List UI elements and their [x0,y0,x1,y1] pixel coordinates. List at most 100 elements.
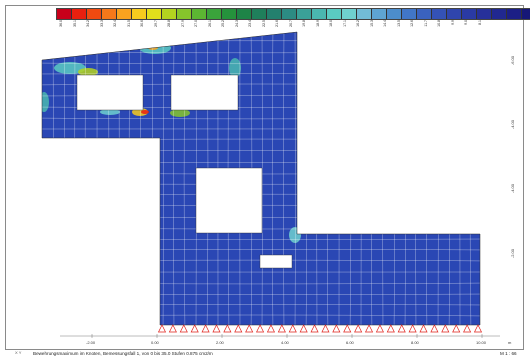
legend-swatch [432,9,447,19]
legend-swatch [162,9,177,19]
hotspot [289,227,301,243]
support-triangle [168,324,177,333]
support-triangle [463,324,472,333]
legend-swatch [387,9,402,19]
legend-swatch [117,9,132,19]
legend-swatch [267,9,282,19]
legend-swatch [417,9,432,19]
legend-swatch [57,9,72,19]
support-triangle [157,324,167,333]
support-triangle [397,324,406,333]
x-unit-label: m [508,340,512,345]
mesh-line [42,172,480,175]
y-tick-label: -4.00 [510,120,515,130]
support-triangle [430,324,439,333]
support-triangle [354,324,363,333]
x-tick-label: 8.00 [411,340,419,345]
support-triangle [299,324,308,333]
legend-swatch [327,9,342,19]
mesh-line [30,29,490,30]
axis-icon: X Y [15,350,22,355]
legend-swatch [192,9,207,19]
x-axis [60,334,500,338]
support-triangle [332,324,341,333]
mesh-line [294,32,296,325]
hotspot [100,109,120,115]
sheet-border [5,5,524,350]
mesh-line [42,193,480,196]
legend-swatch [102,9,117,19]
support-triangle [223,324,232,333]
support-triangle [245,324,254,333]
legend-swatch [357,9,372,19]
legend-swatch [477,9,492,19]
slab-outline [41,31,481,326]
opening-outlines [76,74,293,269]
x-tick-label: 2.00 [216,340,224,345]
support-triangle [375,324,384,333]
hotspot [170,109,190,117]
mesh-line [42,205,480,207]
slab-fill [42,32,480,325]
hotspot [229,58,241,78]
opening-4 [259,254,293,269]
support-triangle [321,324,330,333]
support-triangle [266,324,276,333]
y-tick-label: -4.00 [510,184,515,194]
support-triangle [212,324,221,333]
legend-swatch [492,9,507,19]
support-triangle [179,324,188,333]
support-triangle [386,324,395,333]
x-tick-label: 10.00 [476,340,487,345]
legend-swatch [507,9,522,19]
legend-swatch [462,9,477,19]
legend-swatch [312,9,327,19]
legend-swatch [222,9,237,19]
y-tick-label: -6.00 [510,56,515,66]
legend-swatch [342,9,357,19]
mesh-line [162,32,164,325]
legend-swatch [132,9,147,19]
opening-2 [170,74,239,111]
legend-swatch [237,9,252,19]
support-triangle [343,324,352,333]
support-triangle [441,324,450,333]
opening-1 [76,74,144,111]
support-triangle [364,324,374,333]
y-tick-label: -2.00 [510,249,515,259]
legend-swatch [372,9,387,19]
x-tick-label: 0.00 [151,340,159,345]
hotspot [42,92,49,112]
legend-swatch [522,9,530,19]
support-triangle [473,324,483,333]
support-triangle [277,324,286,333]
support-triangle [201,324,210,333]
x-tick-label: 6.00 [346,340,354,345]
legend-swatch [72,9,87,19]
legend-swatch [207,9,222,19]
hotspot [141,110,149,114]
mesh-line [183,32,186,325]
mesh-line [173,32,175,325]
footer-description: Bewehrungsmaximum im Knoten, Bemessungsf… [33,351,213,356]
legend-swatch [252,9,267,19]
support-triangle [408,324,417,333]
legend-swatch [282,9,297,19]
support-triangle [256,324,265,333]
x-tick-label: 4.00 [281,340,289,345]
support-triangle [190,324,199,333]
mesh-line [42,227,480,230]
legend-swatch [447,9,462,19]
support-triangle [419,324,428,333]
legend-swatch [402,9,417,19]
color-legend [56,8,530,20]
mesh-line [272,32,274,325]
support-triangle [310,324,319,333]
legend-swatch [87,9,102,19]
x-tick-label: -2.00 [86,340,96,345]
legend-swatch [297,9,312,19]
hotspot [54,62,86,74]
opening-3 [195,167,263,234]
